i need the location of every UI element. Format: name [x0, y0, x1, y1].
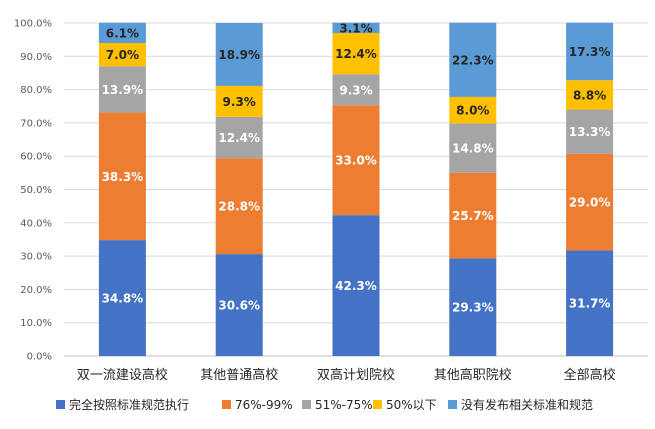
bar-segment — [98, 22, 146, 43]
bar-segment — [566, 153, 614, 251]
bar-segment — [215, 254, 263, 356]
data-label: 7.0% — [106, 48, 139, 62]
legend-swatch — [302, 400, 311, 409]
y-tick-label: 40.0% — [20, 218, 52, 229]
bar-segment — [449, 96, 497, 124]
legend-swatch — [222, 400, 231, 409]
x-axis: 双一流建设高校 其他普通高校 双高计划院校 其他高职院校 全部高校 — [77, 367, 616, 383]
data-label: 8.8% — [573, 88, 606, 102]
bar-segment — [215, 23, 263, 86]
y-tick-label: 30.0% — [20, 252, 52, 263]
bar-segment — [449, 258, 497, 356]
y-tick-label: 70.0% — [20, 118, 52, 129]
data-label: 9.3% — [223, 95, 256, 109]
bar-segment — [449, 123, 497, 173]
data-label: 14.8% — [452, 142, 494, 156]
y-tick-label: 100.0% — [14, 19, 52, 30]
y-tick-label: 10.0% — [20, 318, 52, 329]
data-label: 12.4% — [335, 47, 377, 61]
legend-swatch — [373, 400, 382, 409]
data-label: 17.3% — [569, 45, 611, 59]
bar-segment — [566, 80, 614, 110]
bar-segment — [215, 85, 263, 117]
bar-segment — [332, 215, 380, 356]
bar-segment — [98, 240, 146, 356]
bar-segment — [215, 158, 263, 255]
legend-label: 51%-75% — [315, 398, 373, 412]
legend-label: 没有发布相关标准和规范 — [461, 397, 593, 412]
bar-segment — [332, 74, 380, 106]
legend-swatch — [56, 400, 65, 409]
y-tick-label: 20.0% — [20, 285, 52, 296]
y-tick-label: 60.0% — [20, 152, 52, 163]
bar-segment — [332, 32, 380, 75]
bar-segment — [566, 22, 614, 81]
x-tick-label: 双高计划院校 — [317, 367, 395, 383]
x-tick-label: 其他高职院校 — [434, 367, 512, 383]
data-label: 29.0% — [569, 196, 611, 210]
bar-segment — [215, 116, 263, 159]
data-label: 38.3% — [102, 170, 144, 184]
bar-segment — [566, 109, 614, 154]
data-label: 30.6% — [218, 299, 260, 313]
x-tick-label: 其他普通高校 — [200, 367, 278, 383]
data-labels: 34.8% 38.3% 13.9% 7.0% 6.1% 30.6% 28.8% 12.4% 9.… — [102, 21, 611, 314]
data-label: 6.1% — [106, 26, 139, 40]
bar-segment — [98, 112, 146, 241]
y-tick-label: 50.0% — [20, 185, 52, 196]
data-label: 13.9% — [102, 83, 144, 97]
data-label: 8.0% — [456, 104, 489, 118]
data-label: 13.3% — [569, 125, 611, 139]
bar-segment — [332, 22, 380, 33]
data-label: 34.8% — [102, 292, 144, 306]
bar-segment — [449, 22, 497, 97]
x-tick-label: 双一流建设高校 — [77, 367, 168, 383]
legend-label: 完全按照标准规范执行 — [69, 397, 189, 412]
data-label: 28.8% — [218, 200, 260, 214]
bars — [98, 22, 614, 356]
data-label: 12.4% — [218, 131, 260, 145]
data-label: 31.7% — [569, 297, 611, 311]
data-label: 29.3% — [452, 301, 494, 315]
data-label: 9.3% — [339, 83, 372, 97]
x-tick-label: 全部高校 — [564, 367, 616, 383]
y-tick-label: 90.0% — [20, 52, 52, 63]
y-axis: 0.0% 10.0% 20.0% 30.0% 40.0% 50.0% 60.0% 70.0% 8… — [14, 19, 52, 363]
data-label: 33.0% — [335, 154, 377, 168]
data-label: 22.3% — [452, 53, 494, 67]
legend-label: 50%以下 — [386, 398, 437, 412]
bar-segment — [98, 42, 146, 67]
bar-segment — [449, 172, 497, 259]
bar-segment — [566, 250, 614, 356]
y-tick-label: 80.0% — [20, 85, 52, 96]
legend-label: 76%-99% — [235, 398, 293, 412]
bar-segment — [98, 66, 146, 113]
y-tick-label: 0.0% — [27, 352, 52, 363]
legend-swatch — [448, 400, 457, 409]
data-label: 18.9% — [218, 48, 260, 62]
data-label: 25.7% — [452, 209, 494, 223]
bar-segment — [332, 105, 380, 216]
data-label: 42.3% — [335, 279, 377, 293]
legend: 完全按照标准规范执行 76%-99% 51%-75% 50%以下 没有发布相关标准和规范 — [56, 397, 593, 412]
data-label: 3.1% — [339, 21, 372, 35]
